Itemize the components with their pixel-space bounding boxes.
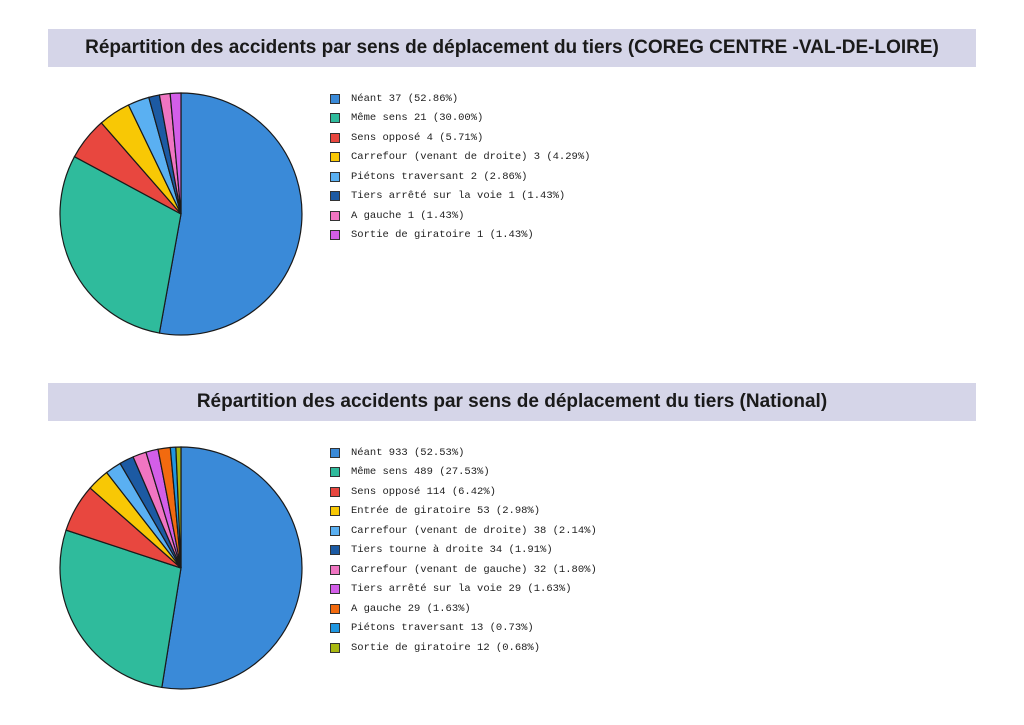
pie-chart-national xyxy=(59,446,303,690)
legend-swatch xyxy=(330,191,340,202)
chart-title-national: Répartition des accidents par sens de dé… xyxy=(48,383,976,421)
legend-item: Sortie de giratoire 1 (1.43%) xyxy=(330,226,590,246)
legend-label: Même sens 21 (30.00%) xyxy=(351,112,484,125)
legend-swatch xyxy=(330,623,340,634)
legend-label: Tiers arrêté sur la voie 29 (1.63%) xyxy=(351,583,572,596)
legend-coreg: Néant 37 (52.86%) Même sens 21 (30.00%) Se… xyxy=(330,89,590,245)
legend-label: Néant 933 (52.53%) xyxy=(351,446,465,459)
pie-slice xyxy=(175,446,182,569)
legend-item: A gauche 29 (1.63%) xyxy=(330,599,597,619)
pie-chart-coreg xyxy=(59,92,303,336)
legend-label: Sortie de giratoire 12 (0.68%) xyxy=(351,641,541,654)
chart-title-coreg: Répartition des accidents par sens de dé… xyxy=(48,29,976,67)
pie-slice xyxy=(161,446,303,690)
legend-swatch xyxy=(330,152,340,163)
legend-item: Piétons traversant 2 (2.86%) xyxy=(330,167,590,187)
legend-item: Sens opposé 4 (5.71%) xyxy=(330,128,590,148)
legend-item: Sortie de giratoire 12 (0.68%) xyxy=(330,638,597,658)
legend-label: Sens opposé 114 (6.42%) xyxy=(351,485,496,498)
pie-slice xyxy=(59,155,182,334)
legend-swatch xyxy=(330,642,340,653)
legend-swatch xyxy=(330,467,340,478)
legend-item: Carrefour (venant de droite) 3 (4.29%) xyxy=(330,148,590,168)
legend-swatch xyxy=(330,113,340,124)
legend-item: Piétons traversant 13 (0.73%) xyxy=(330,619,597,639)
legend-item: Même sens 21 (30.00%) xyxy=(330,109,590,129)
legend-label: Carrefour (venant de droite) 3 (4.29%) xyxy=(351,151,591,164)
legend-item: Néant 37 (52.86%) xyxy=(330,89,590,109)
legend-swatch xyxy=(330,486,340,497)
legend-label: Néant 37 (52.86%) xyxy=(351,92,459,105)
legend-item: A gauche 1 (1.43%) xyxy=(330,206,590,226)
legend-swatch xyxy=(330,171,340,182)
legend-swatch xyxy=(330,506,340,517)
legend-item: Néant 933 (52.53%) xyxy=(330,443,597,463)
legend-item: Tiers arrêté sur la voie 1 (1.43%) xyxy=(330,187,590,207)
legend-swatch xyxy=(330,603,340,614)
legend-item: Carrefour (venant de gauche) 32 (1.80%) xyxy=(330,560,597,580)
legend-swatch xyxy=(330,132,340,143)
legend-item: Tiers tourne à droite 34 (1.91%) xyxy=(330,541,597,561)
legend-item: Carrefour (venant de droite) 38 (2.14%) xyxy=(330,521,597,541)
pie-slice xyxy=(169,92,182,215)
legend-swatch xyxy=(330,210,340,221)
pie-slice xyxy=(59,529,182,689)
legend-label: Piétons traversant 13 (0.73%) xyxy=(351,622,534,635)
legend-national: Néant 933 (52.53%) Même sens 489 (27.53%)… xyxy=(330,443,597,658)
legend-item: Entrée de giratoire 53 (2.98%) xyxy=(330,502,597,522)
legend-label: Entrée de giratoire 53 (2.98%) xyxy=(351,505,541,518)
legend-label: A gauche 29 (1.63%) xyxy=(351,602,471,615)
legend-label: A gauche 1 (1.43%) xyxy=(351,209,465,222)
legend-swatch xyxy=(330,447,340,458)
legend-label: Même sens 489 (27.53%) xyxy=(351,466,490,479)
legend-swatch xyxy=(330,584,340,595)
legend-swatch xyxy=(330,545,340,556)
legend-label: Carrefour (venant de gauche) 32 (1.80%) xyxy=(351,563,597,576)
legend-label: Sens opposé 4 (5.71%) xyxy=(351,131,484,144)
legend-swatch xyxy=(330,525,340,536)
legend-item: Sens opposé 114 (6.42%) xyxy=(330,482,597,502)
legend-item: Même sens 489 (27.53%) xyxy=(330,463,597,483)
legend-label: Tiers tourne à droite 34 (1.91%) xyxy=(351,544,553,557)
legend-swatch xyxy=(330,564,340,575)
legend-label: Piétons traversant 2 (2.86%) xyxy=(351,170,528,183)
legend-swatch xyxy=(330,93,340,104)
pie-slice xyxy=(158,92,303,336)
legend-item: Tiers arrêté sur la voie 29 (1.63%) xyxy=(330,580,597,600)
legend-label: Sortie de giratoire 1 (1.43%) xyxy=(351,229,534,242)
legend-label: Carrefour (venant de droite) 38 (2.14%) xyxy=(351,524,597,537)
legend-label: Tiers arrêté sur la voie 1 (1.43%) xyxy=(351,190,566,203)
legend-swatch xyxy=(330,230,340,241)
